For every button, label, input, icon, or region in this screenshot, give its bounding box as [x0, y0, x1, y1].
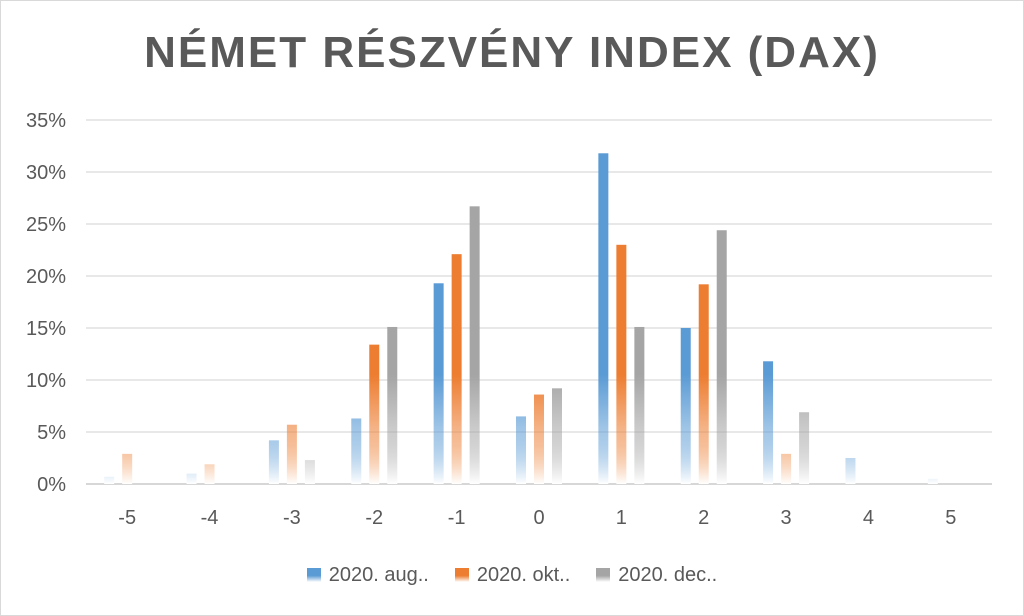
- y-tick-label: 15%: [26, 318, 66, 340]
- bar: [552, 388, 562, 484]
- chart-title: NÉMET RÉSZVÉNY INDEX (DAX): [144, 28, 880, 77]
- legend-item: 2020. aug..: [306, 563, 429, 587]
- bar: [763, 361, 774, 484]
- bar: [598, 153, 609, 484]
- y-tick-label: 10%: [26, 370, 66, 392]
- legend-label: 2020. dec..: [618, 563, 718, 586]
- legend-label: 2020. aug..: [328, 563, 429, 586]
- legend-item: 2020. dec..: [596, 564, 717, 587]
- legend: 2020. aug.. 2020. okt.. 2020. dec..: [0, 560, 1024, 590]
- x-tick-label: -1: [448, 507, 466, 529]
- legend-swatch: [454, 568, 469, 582]
- y-axis-tick-labels: 0% 5% 10% 15% 20% 25% 30% 35%: [26, 110, 66, 496]
- gridlines: [86, 119, 992, 485]
- x-tick-label: 1: [616, 507, 627, 529]
- bar: [927, 478, 938, 484]
- bar: [451, 254, 462, 484]
- x-tick-label: 5: [945, 507, 956, 529]
- bar: [616, 244, 627, 484]
- bar: [351, 418, 362, 484]
- y-tick-label: 0%: [37, 474, 66, 496]
- y-tick-label: 25%: [26, 214, 66, 236]
- bar: [268, 440, 279, 484]
- x-tick-label: 3: [781, 507, 792, 529]
- x-tick-label: 4: [863, 507, 874, 529]
- bar: [387, 326, 398, 484]
- legend-label: 2020. okt..: [476, 563, 571, 586]
- bar: [204, 464, 215, 484]
- bar: [799, 412, 810, 484]
- bar: [534, 394, 544, 484]
- y-tick-label: 5%: [37, 422, 66, 444]
- legend-swatch: [596, 568, 611, 582]
- bar: [845, 458, 856, 484]
- bar: [369, 344, 380, 484]
- bar: [433, 283, 444, 484]
- x-tick-label: -5: [118, 507, 136, 529]
- bars: [104, 153, 938, 484]
- y-tick-label: 20%: [26, 266, 66, 288]
- bar: [122, 453, 133, 484]
- bar: [304, 460, 315, 484]
- bar: [104, 476, 115, 484]
- bar: [716, 230, 727, 484]
- y-tick-label: 30%: [26, 162, 66, 184]
- x-tick-label: -2: [365, 507, 383, 529]
- x-axis-tick-labels: -5 -4 -3 -2 -1 0 1 2 3 4 5: [118, 507, 956, 529]
- bar: [186, 473, 197, 484]
- legend-swatch: [306, 568, 321, 582]
- bar: [680, 328, 691, 484]
- bar: [516, 416, 526, 484]
- y-tick-label: 35%: [26, 110, 66, 132]
- bar: [469, 206, 480, 484]
- bar: [286, 424, 297, 484]
- bar: [781, 453, 792, 484]
- bar: [698, 284, 709, 484]
- x-tick-label: -4: [201, 507, 219, 529]
- x-tick-label: 0: [533, 507, 544, 529]
- bar: [634, 326, 645, 484]
- legend-item: 2020. okt..: [454, 563, 571, 587]
- x-tick-label: 2: [698, 507, 709, 529]
- x-tick-label: -3: [283, 507, 301, 529]
